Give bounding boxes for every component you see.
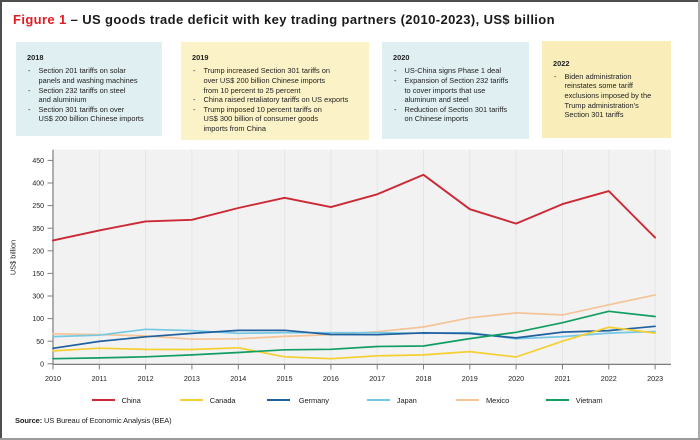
svg-text:0: 0 (40, 361, 44, 368)
svg-text:2013: 2013 (184, 374, 200, 383)
svg-text:200: 200 (32, 248, 44, 255)
svg-text:2017: 2017 (369, 374, 385, 383)
svg-text:100: 100 (32, 316, 44, 323)
svg-text:250: 250 (32, 203, 44, 210)
svg-text:2014: 2014 (230, 374, 246, 383)
svg-text:400: 400 (32, 181, 44, 188)
svg-text:450: 450 (32, 158, 44, 165)
svg-text:US$ billion: US$ billion (9, 240, 18, 275)
svg-text:2021: 2021 (555, 374, 571, 383)
svg-text:2012: 2012 (138, 374, 154, 383)
svg-text:2022: 2022 (601, 374, 617, 383)
svg-text:50: 50 (36, 339, 44, 346)
svg-text:2023: 2023 (647, 374, 663, 383)
svg-text:2010: 2010 (45, 374, 61, 383)
svg-text:2019: 2019 (462, 374, 478, 383)
svg-text:300: 300 (32, 294, 44, 301)
svg-text:2011: 2011 (92, 374, 107, 383)
svg-text:2020: 2020 (508, 374, 524, 383)
svg-text:2016: 2016 (323, 374, 339, 383)
svg-text:2015: 2015 (277, 374, 293, 383)
svg-text:150: 150 (32, 271, 44, 278)
svg-text:2018: 2018 (416, 374, 432, 383)
svg-text:350: 350 (32, 226, 44, 233)
